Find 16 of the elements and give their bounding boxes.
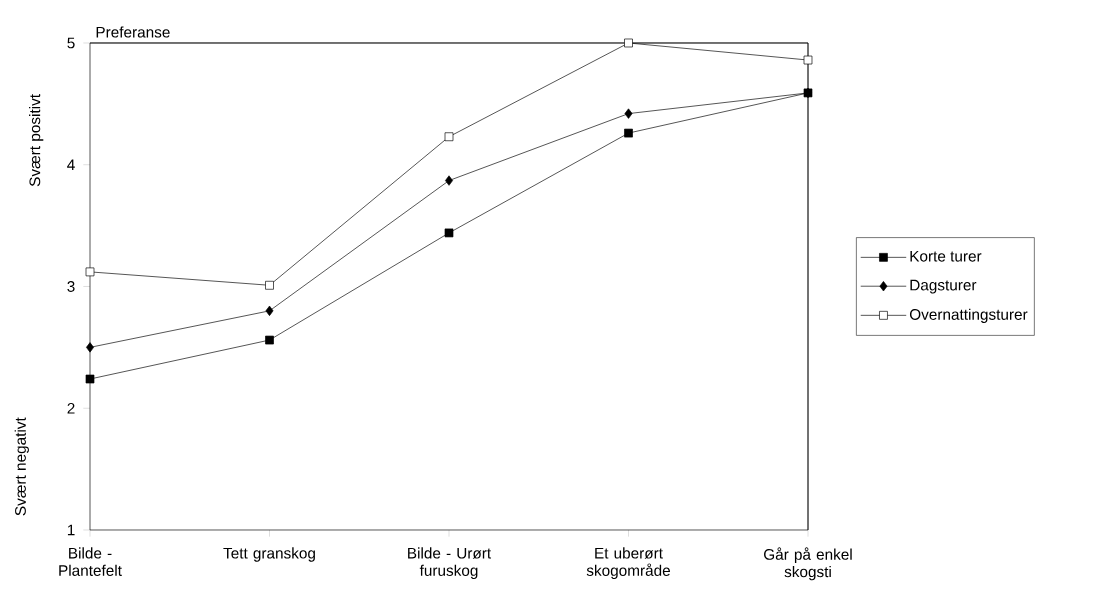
x-tick-label: Et uberørt skogområde [586,547,670,579]
y-tick-label: 5 [67,37,75,49]
x-tick-label: Tett granskog [223,547,315,562]
legend-label: Korte turer [910,250,982,262]
y-axis-title: Preferanse [96,26,170,38]
y-tick-label: 1 [67,524,75,536]
legend-label: Dagsturer [910,279,977,294]
y-tick-label: 4 [67,159,75,171]
text: Svært negativt [14,417,29,516]
text: Svært positivt [29,94,44,187]
x-tick-label: Går på enkel skogsti [764,547,852,581]
x-tick-label: Bilde - Urørt furuskog [408,547,492,579]
x-tick-label: Bilde - Plantefelt [59,547,122,576]
y-tick-label: 3 [67,281,75,292]
y-tick-label: 2 [67,402,75,414]
legend-label: Overnattingsturer [909,308,1028,323]
